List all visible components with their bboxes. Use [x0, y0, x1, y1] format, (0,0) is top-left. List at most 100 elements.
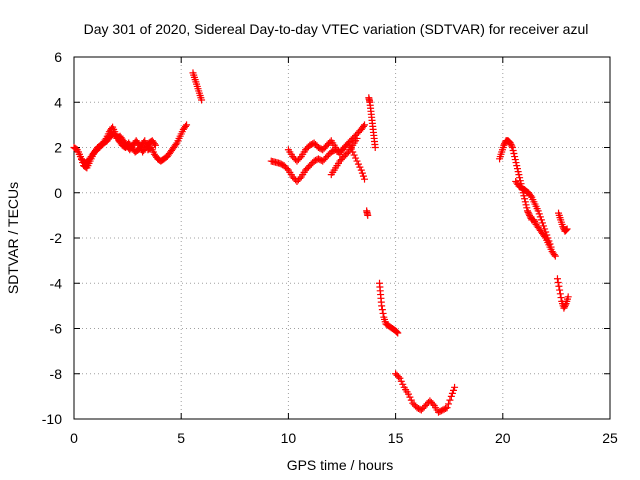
x-tick-label: 20 [495, 430, 511, 446]
data-point-marker [514, 168, 522, 176]
data-point-marker [364, 211, 372, 219]
y-tick-label: 2 [54, 140, 62, 156]
series-arc-2 [74, 130, 159, 167]
data-point-marker [353, 134, 361, 142]
data-point-marker [531, 217, 539, 225]
data-point-marker [557, 294, 565, 302]
data-point-marker [394, 373, 402, 381]
data-point-marker [151, 141, 159, 149]
data-point-marker [512, 159, 520, 167]
y-tick-label: -6 [50, 321, 63, 337]
data-point-marker [141, 137, 149, 145]
y-tick-label: 4 [54, 94, 62, 110]
data-point-marker [198, 96, 206, 104]
data-point-marker [547, 243, 555, 251]
data-point-marker [283, 165, 291, 173]
data-point-marker [520, 192, 528, 200]
data-point-marker [361, 175, 369, 183]
data-point-marker [399, 380, 407, 388]
data-point-marker [448, 389, 456, 397]
y-tick-label: 0 [54, 185, 62, 201]
data-point-marker [561, 301, 569, 309]
data-point-marker [172, 140, 180, 148]
y-tick-label: -8 [50, 366, 63, 382]
data-point-marker [551, 252, 559, 260]
x-tick-label: 0 [70, 430, 78, 446]
series-arc-3 [189, 69, 206, 104]
data-point-marker [523, 204, 531, 212]
data-point-marker [534, 207, 542, 215]
data-point-marker [396, 374, 404, 382]
data-point-marker [513, 165, 521, 173]
data-point-marker [392, 328, 400, 336]
data-point-marker [526, 211, 534, 219]
data-point-marker [356, 163, 364, 171]
data-point-marker [556, 290, 564, 298]
data-point-marker [343, 150, 351, 158]
data-point-marker [359, 172, 367, 180]
data-point-marker [536, 213, 544, 221]
series-arc-12 [512, 177, 555, 251]
data-point-marker [357, 166, 365, 174]
data-point-marker [509, 147, 517, 155]
y-tick-label: -10 [42, 411, 62, 427]
data-point-marker [506, 139, 514, 147]
data-point-marker [393, 328, 401, 336]
data-point-marker [378, 306, 386, 314]
data-point-marker [352, 154, 360, 162]
series-arc-11 [496, 137, 559, 260]
x-tick-label: 25 [602, 430, 618, 446]
data-point-marker [181, 122, 189, 130]
data-point-marker [546, 240, 554, 248]
data-point-marker [516, 177, 524, 185]
data-point-marker [562, 226, 570, 234]
data-point-marker [545, 237, 553, 245]
data-point-marker [359, 122, 367, 130]
data-point-marker [371, 144, 379, 151]
data-point-marker [523, 207, 531, 215]
data-point-marker [564, 293, 572, 301]
data-point-marker [511, 153, 519, 161]
data-point-marker [560, 304, 568, 312]
data-point-marker [449, 386, 457, 394]
data-point-marker [353, 157, 361, 165]
y-tick-labels: -10 -8 -6 -4 -2 0 2 4 6 [42, 49, 62, 427]
data-point-marker [555, 282, 563, 290]
series-arc-10 [392, 370, 459, 416]
y-axis-label: SDTVAR / TECUs [5, 182, 21, 294]
data-point-marker [562, 226, 570, 234]
data-point-marker [508, 142, 516, 150]
data-point-marker [540, 222, 548, 230]
data-point-marker [527, 192, 535, 200]
data-point-marker [354, 160, 362, 168]
x-axis-label: GPS time / hours [287, 457, 394, 473]
y-tick-label: -2 [50, 230, 63, 246]
data-point-marker [361, 121, 369, 129]
data-point-marker [556, 286, 564, 294]
data-point-marker [446, 396, 454, 404]
data-point-marker [513, 162, 521, 170]
data-point-marker [515, 171, 523, 179]
data-point-marker [444, 400, 452, 408]
series-arc-6 [327, 134, 361, 179]
data-point-marker [134, 140, 142, 148]
data-point-marker [508, 144, 516, 151]
data-point-marker [404, 390, 412, 398]
series-arc-14 [553, 275, 572, 312]
chart-title: Day 301 of 2020, Sidereal Day-to-day VTE… [84, 21, 589, 37]
data-point-marker [510, 150, 518, 158]
data-point-marker [296, 154, 304, 162]
series-arc-13 [555, 209, 571, 235]
series-arc-7 [363, 207, 372, 219]
data-point-marker [407, 396, 415, 404]
data-point-marker [451, 383, 459, 391]
data-point-marker [183, 121, 191, 129]
data-point-marker [397, 377, 405, 385]
data-point-marker [429, 400, 437, 408]
data-point-marker [507, 140, 515, 148]
x-tick-label: 5 [177, 430, 185, 446]
data-point-marker [511, 156, 519, 164]
data-point-marker [541, 225, 549, 233]
data-point-marker [516, 174, 524, 182]
